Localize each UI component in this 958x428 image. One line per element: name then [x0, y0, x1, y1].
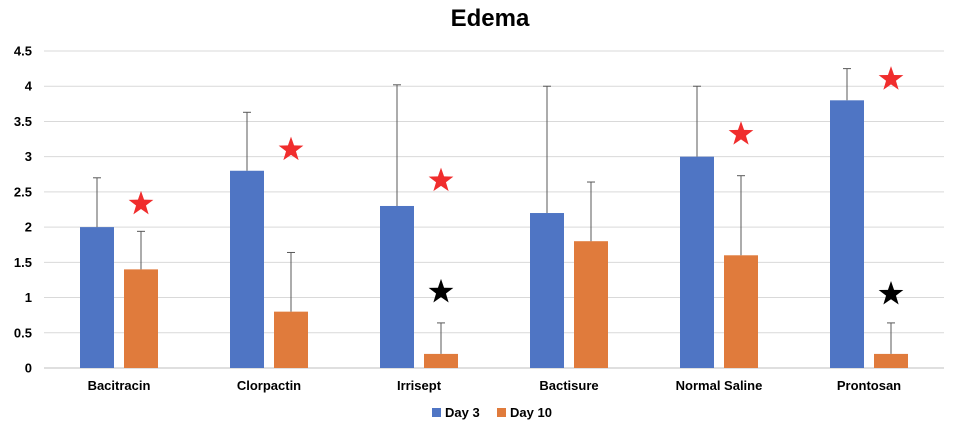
legend: Day 3 Day 10 [432, 405, 552, 420]
bar-day-10 [724, 255, 758, 368]
y-tick-label: 0 [25, 361, 32, 376]
bar-day-3 [380, 205, 414, 368]
x-category-label: Bactisure [539, 378, 598, 393]
bars [80, 100, 908, 369]
red-star-icon [878, 66, 904, 90]
x-category-label: Irrisept [397, 378, 442, 393]
x-category-label: Prontosan [837, 378, 901, 393]
bar-day-3 [830, 100, 864, 369]
chart-title: Edema [451, 5, 530, 32]
y-tick-label: 3.5 [14, 114, 32, 129]
bar-day-3 [80, 227, 114, 368]
x-category-label: Clorpactin [237, 378, 301, 393]
bar-day-3 [680, 156, 714, 368]
red-star-icon [278, 136, 304, 161]
y-tick-label: 4.5 [14, 44, 32, 59]
y-tick-label: 1.5 [14, 255, 32, 270]
x-category-label: Normal Saline [676, 378, 763, 393]
significance-stars [128, 66, 904, 305]
red-star-icon [428, 167, 454, 192]
legend-label: Day 3 [445, 405, 480, 420]
y-tick-label: 2 [25, 220, 32, 235]
x-axis-categories: Bacitracin Clorpactin Irrisept Bactisure Nor… [88, 378, 902, 393]
bar-day-10 [424, 353, 458, 368]
legend-swatch [432, 408, 441, 417]
bar-day-10 [124, 269, 158, 368]
red-star-icon [128, 190, 154, 215]
x-category-label: Bacitracin [88, 378, 151, 393]
y-tick-label: 0.5 [14, 325, 32, 340]
y-tick-label: 2.5 [14, 184, 32, 199]
legend-swatch [497, 408, 506, 417]
error-bars [93, 68, 895, 354]
y-tick-label: 1 [25, 290, 32, 305]
red-star-icon [728, 121, 754, 145]
y-tick-label: 3 [25, 149, 32, 164]
y-axis-ticks: 0 0.5 1 1.5 2 2.5 3 3.5 4 4.5 [14, 44, 33, 376]
bar-day-10 [574, 241, 608, 368]
black-star-icon [878, 281, 904, 305]
y-tick-label: 4 [25, 79, 33, 94]
bar-day-10 [874, 353, 908, 368]
gridlines [44, 50, 944, 369]
legend-label: Day 10 [510, 405, 552, 420]
bar-day-3 [530, 213, 564, 368]
black-star-icon [428, 278, 454, 303]
bar-day-3 [230, 170, 264, 368]
bar-day-10 [274, 311, 308, 368]
